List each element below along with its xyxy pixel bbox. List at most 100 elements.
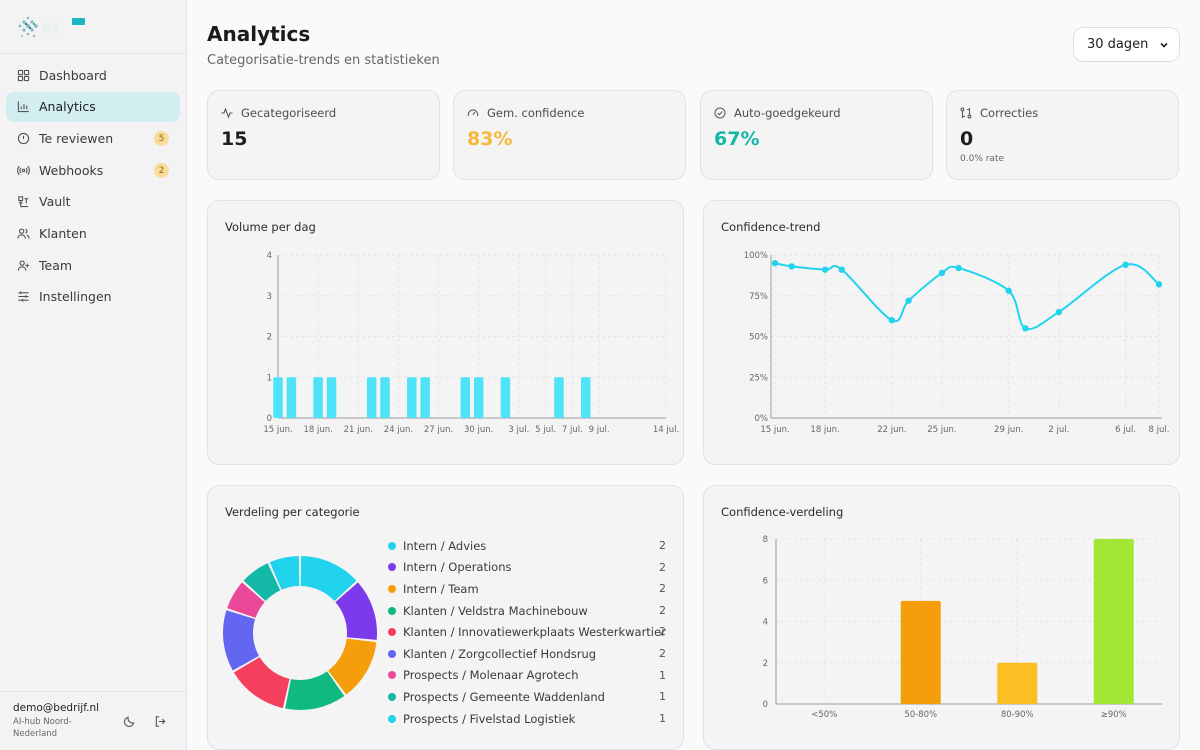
- review-count-badge: 5: [154, 131, 169, 147]
- legend-item: Klanten / Innovatiewerkplaats Westerkwar…: [388, 621, 672, 643]
- grid-icon: [16, 68, 30, 82]
- x-tick-label: 14 jul.: [653, 425, 679, 435]
- volume-bar: [580, 377, 591, 418]
- sidebar: AI Dashboard Analytics Te reviewen 5 Web…: [0, 0, 187, 750]
- stat-value: 0: [960, 128, 974, 150]
- y-tick-label: 8: [763, 535, 768, 545]
- stat-label-row: Correcties: [960, 106, 1038, 120]
- moon-icon: [123, 716, 134, 727]
- git-compare-icon: [960, 107, 972, 119]
- x-tick-label: 30 jun.: [464, 425, 493, 435]
- trend-chart-panel: Confidence-trend 0% 25% 50% 75% 100% 15 jun. 1…: [703, 200, 1180, 465]
- volume-bar: [407, 377, 417, 418]
- logout-icon: [155, 715, 165, 727]
- page-subtitle: Categorisatie-trends en statistieken: [207, 53, 440, 68]
- sidebar-item-label: Dashboard: [39, 67, 107, 83]
- sidebar-item-label: Team: [39, 257, 73, 273]
- legend-label: Intern / Advies: [403, 538, 487, 553]
- stat-value: 67%: [714, 128, 760, 150]
- user-email: demo@bedrijf.nl: [13, 702, 100, 714]
- legend-swatch: [388, 606, 396, 615]
- y-tick-label: 3: [267, 292, 272, 302]
- legend-count: 2: [659, 582, 666, 596]
- stat-label-row: Auto-goedgekeurd: [714, 106, 841, 120]
- volume-bar: [380, 377, 390, 418]
- stat-card-correcties: Correcties 0 0.0% rate: [946, 90, 1179, 180]
- activity-icon: [221, 107, 233, 119]
- y-tick-label: 100%: [744, 251, 768, 261]
- volume-chart-panel: Volume per dag 0 1 2 3 4 15 jun. 18 jun. 21 jun…: [207, 200, 684, 465]
- user-org: AI-hub Noord-Nederland: [13, 717, 72, 739]
- logo-text: AI: [41, 19, 58, 37]
- bar-chart-icon: [16, 100, 30, 114]
- trend-point: [1155, 281, 1163, 288]
- sidebar-item-dashboard[interactable]: Dashboard: [6, 60, 180, 90]
- trend-point: [771, 259, 779, 267]
- volume-bar: [286, 377, 297, 418]
- trend-point: [1122, 261, 1129, 268]
- y-tick-label: 50%: [749, 333, 768, 343]
- stat-label: Correcties: [980, 106, 1039, 120]
- legend-label: Intern / Operations: [403, 560, 512, 575]
- sidebar-item-webhooks[interactable]: Webhooks 2: [6, 155, 180, 185]
- x-tick-label: 22 jun.: [877, 425, 906, 435]
- legend-item: Intern / Advies 2: [388, 535, 672, 557]
- panel-title: Volume per dag: [225, 220, 316, 234]
- x-tick-label: 6 jul.: [1115, 425, 1136, 435]
- theme-toggle-button[interactable]: [120, 712, 138, 730]
- legend-swatch: [388, 692, 396, 701]
- legend-item: Prospects / Gemeente Waddenland 1: [388, 686, 672, 708]
- period-select[interactable]: 30 dagen: [1073, 27, 1180, 62]
- stat-label-row: Gecategoriseerd: [221, 106, 336, 120]
- legend-count: 2: [659, 625, 666, 639]
- trend-point: [888, 317, 896, 324]
- sidebar-item-vault[interactable]: Vault: [6, 187, 180, 217]
- app-logo[interactable]: AI: [14, 12, 110, 42]
- legend-label: Klanten / Veldstra Machinebouw: [403, 603, 588, 618]
- x-tick-label: 5 jul.: [535, 425, 556, 435]
- sidebar-item-klanten[interactable]: Klanten: [6, 218, 180, 248]
- volume-bar: [473, 377, 484, 418]
- y-tick-label: 6: [763, 576, 768, 586]
- x-tick-label: 2 jul.: [1048, 425, 1069, 435]
- trend-point: [905, 297, 912, 304]
- trend-chart: 0% 25% 50% 75% 100% 15 jun. 18 jun. 22 jun. 25 j…: [744, 251, 1170, 435]
- sidebar-item-analytics[interactable]: Analytics: [6, 91, 180, 122]
- x-tick-label: 8 jul.: [1149, 425, 1170, 435]
- donut-segment: [300, 556, 357, 602]
- sidebar-item-team[interactable]: Team: [6, 250, 180, 280]
- trend-point: [788, 263, 795, 270]
- confidence-bar: [997, 662, 1038, 704]
- y-tick-label: 0: [267, 414, 272, 424]
- stat-label-row: Gem. confidence: [467, 106, 584, 120]
- category-chart-panel: Verdeling per categorie Intern / Advies 2…: [207, 485, 684, 750]
- alert-circle-icon: [16, 131, 30, 145]
- legend-label: Prospects / Gemeente Waddenland: [403, 689, 605, 704]
- y-tick-label: 4: [763, 618, 768, 628]
- sidebar-item-te-reviewen[interactable]: Te reviewen 5: [6, 123, 180, 153]
- volume-bar: [500, 377, 511, 418]
- check-circle-icon: [714, 107, 726, 119]
- stat-label: Gecategoriseerd: [241, 106, 337, 120]
- stat-label: Gem. confidence: [487, 106, 585, 120]
- sidebar-item-label: Webhooks: [39, 162, 104, 178]
- legend-swatch: [388, 628, 396, 637]
- confidence-bar: [1093, 539, 1134, 704]
- y-tick-label: 4: [267, 251, 272, 261]
- logout-button[interactable]: [151, 712, 169, 730]
- trend-point: [1022, 325, 1029, 332]
- gauge-icon: [467, 109, 479, 117]
- legend-item: Prospects / Molenaar Agrotech 1: [388, 665, 672, 687]
- sidebar-item-instellingen[interactable]: Instellingen: [6, 282, 180, 312]
- category-donut-chart: [223, 556, 377, 710]
- x-tick-label: 27 jun.: [424, 425, 453, 435]
- x-tick-label: <50%: [811, 710, 837, 720]
- stat-subtext: 0.0% rate: [960, 154, 1005, 164]
- confidence-bar: [900, 600, 941, 704]
- volume-bar: [313, 377, 323, 418]
- radio-icon: [16, 163, 30, 177]
- legend-item: Prospects / Fivelstad Logistiek 1: [388, 708, 672, 730]
- legend-count: 2: [659, 539, 666, 552]
- legend-item: Intern / Operations 2: [388, 557, 672, 579]
- x-tick-label: 3 jul.: [508, 425, 529, 435]
